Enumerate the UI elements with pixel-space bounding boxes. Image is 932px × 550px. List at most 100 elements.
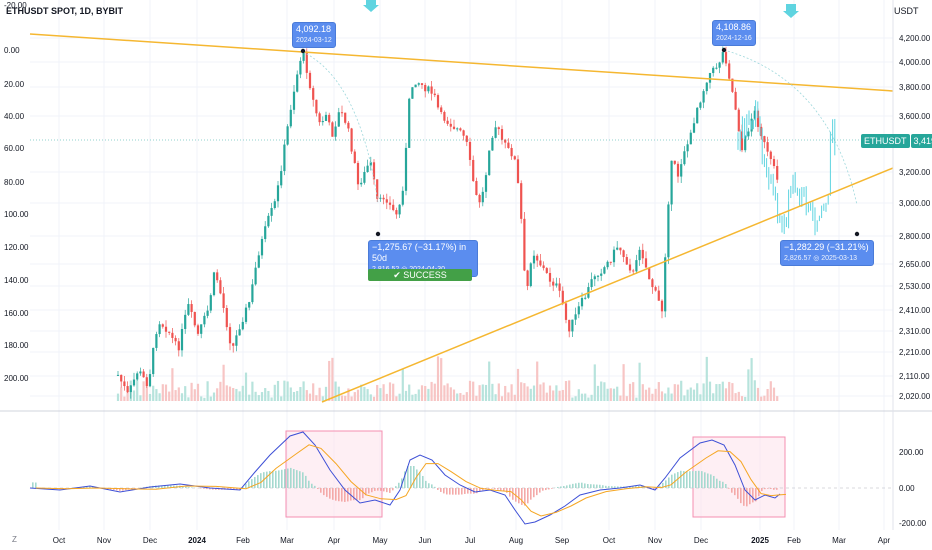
timezone-icon[interactable]: Z bbox=[12, 535, 17, 544]
volume-bar bbox=[513, 394, 516, 401]
candle-body bbox=[734, 91, 737, 110]
candle-body bbox=[772, 159, 776, 167]
time-axis-label: Apr bbox=[328, 536, 341, 545]
upper-trendline[interactable] bbox=[29, 33, 894, 92]
volume-bar bbox=[593, 364, 596, 401]
volume-bar bbox=[299, 387, 302, 401]
oscillator-axis-label: 200.00 bbox=[899, 448, 924, 457]
volume-bar bbox=[641, 384, 644, 401]
candle-body bbox=[321, 121, 324, 123]
volume-bar bbox=[232, 388, 235, 401]
candle-body bbox=[136, 373, 139, 380]
success-badge[interactable]: ✔ SUCCESS bbox=[368, 269, 472, 281]
candle-body bbox=[260, 239, 264, 256]
candle-body bbox=[456, 128, 459, 130]
candle-body bbox=[593, 276, 596, 280]
histogram-bar bbox=[680, 470, 682, 488]
volume-bar bbox=[340, 395, 344, 401]
candle-body bbox=[408, 98, 411, 148]
volume-bar bbox=[500, 396, 504, 401]
histogram-bar bbox=[116, 488, 118, 491]
projection-arc-1 bbox=[302, 51, 379, 204]
candle-body bbox=[488, 150, 491, 176]
histogram-bar bbox=[410, 466, 412, 488]
volume-bar bbox=[289, 387, 292, 401]
trough1-marker[interactable] bbox=[375, 231, 381, 237]
candle-body bbox=[683, 151, 686, 165]
candle-body bbox=[379, 197, 382, 199]
histogram-bar bbox=[728, 488, 730, 489]
histogram-bar bbox=[383, 488, 385, 492]
volume-bar bbox=[379, 388, 382, 401]
volume-bar bbox=[657, 382, 660, 401]
histogram-bar bbox=[158, 485, 160, 488]
volume-bar bbox=[203, 397, 206, 401]
candle-body bbox=[590, 279, 593, 288]
histogram-bar bbox=[596, 484, 598, 488]
trough2-marker[interactable] bbox=[854, 231, 860, 237]
candle-body bbox=[440, 107, 443, 113]
volume-bar bbox=[286, 381, 289, 401]
volume-bar bbox=[158, 393, 161, 401]
time-axis-label: Sep bbox=[555, 536, 570, 545]
candle-body bbox=[376, 179, 379, 199]
volume-bar bbox=[411, 394, 414, 401]
lower-trendline[interactable] bbox=[321, 167, 894, 403]
volume-bar bbox=[673, 384, 676, 401]
histogram-bar bbox=[203, 488, 205, 489]
time-axis-label: 2025 bbox=[751, 536, 769, 545]
volume-bar bbox=[462, 394, 465, 401]
candle-body bbox=[126, 386, 129, 393]
candle-body bbox=[692, 123, 696, 133]
histogram-bar bbox=[716, 478, 718, 488]
histogram-bar bbox=[299, 471, 301, 488]
price-axis[interactable]: 4,200.00 4,000.00 3,800.00 3,600.00 3,200.00… bbox=[899, 34, 931, 401]
drop2-bubble[interactable]: −1,282.29 (−31.21%) in 88d 1h 2,826.57 ◎… bbox=[780, 240, 874, 266]
peak2-bubble[interactable]: 4,108.86 2024-12-16 bbox=[712, 20, 756, 46]
candle-body bbox=[369, 162, 372, 166]
candle-body bbox=[292, 91, 296, 110]
price-axis-label: 2,800.00 bbox=[899, 232, 931, 241]
candle-body bbox=[712, 67, 715, 74]
peak1-bubble[interactable]: 4,092.18 2024-03-12 bbox=[292, 22, 336, 48]
candle-body bbox=[334, 126, 337, 137]
candle-body bbox=[420, 83, 424, 85]
volume-bar bbox=[667, 387, 670, 401]
candle-body bbox=[584, 297, 587, 299]
histogram-bar bbox=[290, 467, 292, 488]
peak1-marker[interactable] bbox=[300, 48, 306, 54]
volume-bar bbox=[321, 396, 324, 401]
volume-bar bbox=[395, 396, 398, 401]
candle-body bbox=[129, 385, 132, 393]
volume-bar bbox=[708, 381, 712, 401]
candle-body bbox=[580, 298, 584, 307]
histogram-bar bbox=[185, 486, 187, 488]
candle-body bbox=[536, 255, 539, 261]
currency-label[interactable]: USDT bbox=[894, 6, 919, 16]
left-axis-label: 80.00 bbox=[4, 178, 25, 187]
peak2-marker[interactable] bbox=[721, 47, 727, 53]
volume-bar bbox=[196, 383, 200, 401]
volume-bar bbox=[744, 396, 747, 401]
candle-body bbox=[142, 371, 145, 378]
histogram-bar bbox=[161, 485, 163, 488]
last-price-tag[interactable]: ETHUSDT 3,419.17 bbox=[861, 134, 932, 148]
volume-bar bbox=[497, 383, 500, 401]
price-axis-label: 3,000.00 bbox=[899, 199, 931, 208]
volume-bar bbox=[564, 381, 568, 401]
candle-body bbox=[603, 267, 606, 274]
volume-bar bbox=[376, 384, 379, 401]
volume-bar bbox=[776, 396, 779, 401]
histogram-bar bbox=[371, 488, 373, 493]
volume-bar bbox=[417, 389, 420, 401]
candle-body bbox=[660, 300, 664, 312]
time-axis[interactable]: Oct Nov Dec 2024 Feb Mar Apr May Jun Jul Aug Sep Oct… bbox=[53, 536, 891, 545]
volume-bar bbox=[219, 381, 222, 401]
symbol-title[interactable]: ETHUSDT SPOT, 1D, BYBIT bbox=[6, 6, 124, 16]
highlight-box-2[interactable] bbox=[692, 436, 786, 518]
histogram-bar bbox=[368, 488, 370, 494]
histogram-bar bbox=[638, 485, 640, 488]
histogram-bar bbox=[416, 469, 418, 488]
volume-bar bbox=[136, 380, 139, 401]
